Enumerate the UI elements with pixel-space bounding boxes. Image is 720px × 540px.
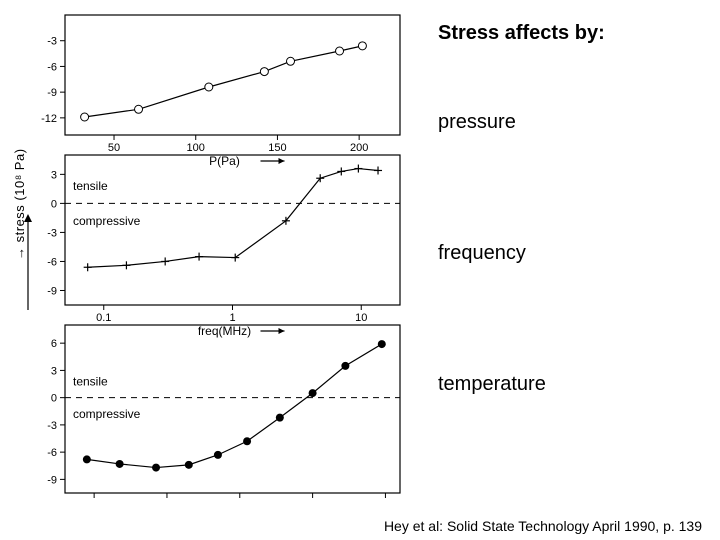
- panel3-side-label: temperature: [438, 373, 710, 396]
- svg-text:-6: -6: [47, 256, 57, 268]
- svg-text:compressive: compressive: [73, 214, 141, 228]
- svg-text:3: 3: [51, 365, 57, 377]
- svg-text:200: 200: [350, 142, 368, 154]
- svg-text:1: 1: [229, 312, 235, 324]
- panel1-side-label: pressure: [438, 111, 710, 134]
- y-arrow-icon: →: [12, 247, 27, 261]
- svg-text:-6: -6: [47, 447, 57, 459]
- svg-text:-6: -6: [47, 61, 57, 73]
- svg-text:-9: -9: [47, 285, 57, 297]
- svg-text:150: 150: [268, 142, 286, 154]
- y-axis-global-label: → stress (10⁸ Pa): [12, 148, 27, 260]
- y-axis-text: stress (10⁸ Pa): [12, 148, 27, 242]
- svg-text:6: 6: [51, 338, 57, 350]
- svg-text:10: 10: [355, 312, 367, 324]
- svg-text:freq(MHz): freq(MHz): [198, 324, 251, 338]
- svg-text:compressive: compressive: [73, 407, 141, 421]
- svg-text:-12: -12: [41, 113, 57, 125]
- svg-text:tensile: tensile: [73, 179, 108, 193]
- chart-column: → stress (10⁸ Pa) -12-9-6-350100150200P(…: [10, 10, 410, 510]
- svg-text:0.1: 0.1: [96, 312, 111, 324]
- svg-text:P(Pa): P(Pa): [209, 154, 240, 168]
- panel2-side-label: frequency: [438, 242, 710, 265]
- header-title: Stress affects by:: [438, 22, 710, 45]
- svg-text:100: 100: [187, 142, 205, 154]
- svg-text:-3: -3: [47, 36, 57, 48]
- svg-text:-9: -9: [47, 87, 57, 99]
- svg-text:0: 0: [51, 198, 57, 210]
- svg-text:3: 3: [51, 169, 57, 181]
- citation-text: Hey et al: Solid State Technology April …: [384, 518, 702, 534]
- label-column: Stress affects by: pressure frequency te…: [410, 10, 710, 510]
- charts-svg: -12 -9 -6 -3 50 100 150 200 P(Pa) -9 -6 -3 0 3 0.1 1 10 f…: [10, 10, 410, 500]
- svg-text:50: 50: [108, 142, 120, 154]
- svg-text:-3: -3: [47, 227, 57, 239]
- svg-text:0: 0: [51, 393, 57, 405]
- svg-text:-3: -3: [47, 420, 57, 432]
- svg-text:tensile: tensile: [73, 374, 108, 388]
- svg-text:-9: -9: [47, 474, 57, 486]
- page: → stress (10⁸ Pa) -12-9-6-350100150200P(…: [0, 0, 720, 540]
